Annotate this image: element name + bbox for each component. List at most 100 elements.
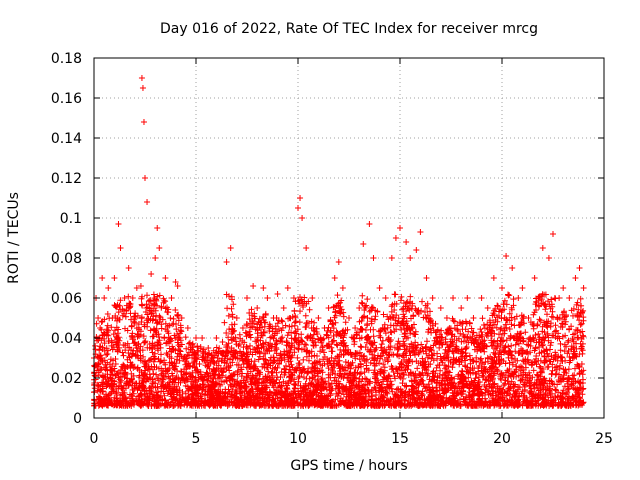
- roti-point: [105, 285, 112, 291]
- roti-point: [478, 295, 485, 301]
- roti-point: [360, 241, 367, 247]
- roti-point: [397, 225, 403, 231]
- roti-point: [423, 275, 430, 281]
- roti-point: [168, 295, 175, 301]
- roti-point: [566, 295, 573, 301]
- roti-point: [148, 271, 155, 277]
- roti-point: [239, 325, 246, 331]
- roti-point: [95, 315, 102, 321]
- roti-point: [115, 221, 122, 227]
- roti-point: [429, 295, 436, 301]
- roti-point: [556, 295, 563, 301]
- roti-point: [174, 283, 181, 289]
- roti-point: [250, 283, 257, 289]
- roti-point: [515, 295, 522, 301]
- roti-point: [315, 315, 322, 321]
- roti-point: [264, 295, 271, 301]
- roti-point: [525, 315, 532, 321]
- y-tick-label: 0.06: [51, 291, 82, 307]
- roti-point: [129, 295, 136, 301]
- roti-point: [531, 275, 538, 281]
- y-tick-label: 0.14: [51, 131, 82, 147]
- y-axis-label: ROTI / TECUs: [6, 192, 22, 284]
- roti-point: [99, 275, 106, 281]
- roti-point: [407, 255, 414, 261]
- roti-point: [382, 295, 389, 301]
- roti-point: [490, 275, 497, 281]
- roti-point: [370, 255, 377, 261]
- roti-point: [417, 229, 424, 235]
- roti-point: [376, 285, 383, 291]
- roti-point: [470, 315, 477, 321]
- roti-point: [550, 231, 556, 237]
- roti-point: [388, 255, 395, 261]
- roti-point: [111, 275, 118, 281]
- roti-point: [560, 285, 567, 291]
- roti-point: [274, 291, 281, 297]
- roti-point: [413, 247, 420, 253]
- roti-point: [290, 295, 297, 301]
- roti-point: [403, 239, 410, 245]
- roti-point: [205, 345, 212, 351]
- x-tick-label: 25: [595, 431, 613, 447]
- y-tick-label: 0: [73, 411, 82, 427]
- roti-point: [392, 235, 399, 241]
- roti-point: [154, 225, 161, 231]
- roti-point: [572, 275, 579, 281]
- roti-point: [97, 325, 104, 331]
- roti-point: [227, 245, 234, 251]
- roti-point: [139, 85, 146, 91]
- roti-point-cloud: [91, 291, 587, 409]
- roti-point: [142, 175, 148, 181]
- y-tick-label: 0.16: [51, 91, 82, 107]
- roti-point: [280, 305, 287, 311]
- roti-point: [223, 259, 230, 265]
- roti-point: [213, 335, 220, 341]
- roti-point: [295, 205, 301, 211]
- y-tick-label: 0.08: [51, 251, 82, 267]
- x-tick-label: 10: [289, 431, 307, 447]
- roti-point: [117, 245, 124, 251]
- roti-point: [254, 305, 261, 311]
- x-tick-label: 20: [493, 431, 511, 447]
- plot-frame: [93, 57, 605, 419]
- roti-point: [270, 315, 277, 321]
- roti-point: [156, 245, 163, 251]
- roti-point: [464, 295, 471, 301]
- roti-point: [101, 295, 108, 301]
- roti-point: [325, 305, 332, 311]
- roti-point: [580, 285, 587, 291]
- roti-point: [335, 259, 342, 265]
- roti-point: [331, 275, 338, 281]
- roti-point: [352, 325, 359, 331]
- roti-point: [519, 285, 526, 291]
- roti-point: [109, 315, 116, 321]
- x-tick-labels: 0 5 10 15 20 25: [90, 431, 613, 447]
- x-tick-label: 15: [391, 431, 409, 447]
- roti-point: [437, 305, 444, 311]
- chart-title: Day 016 of 2022, Rate Of TEC Index for r…: [160, 21, 538, 37]
- x-axis-label: GPS time / hours: [290, 458, 407, 474]
- roti-point: [152, 255, 159, 261]
- y-tick-labels: 0 0.02 0.04 0.06 0.08 0.1 0.12 0.14 0.16 0.18: [51, 51, 82, 427]
- roti-point: [509, 265, 516, 271]
- roti-point: [458, 305, 465, 311]
- roti-point: [178, 315, 185, 321]
- roti-point: [545, 255, 552, 261]
- roti-point: [450, 295, 457, 301]
- roti-point: [366, 221, 373, 227]
- roti-point: [172, 279, 179, 285]
- roti-point: [184, 325, 191, 331]
- roti-point: [356, 305, 363, 311]
- roti-point: [144, 199, 151, 205]
- roti-point: [297, 195, 304, 201]
- roti-point: [121, 295, 128, 301]
- roti-point: [303, 245, 310, 251]
- roti-point: [284, 285, 291, 291]
- y-tick-label: 0.12: [51, 171, 82, 187]
- roti-point: [133, 285, 140, 291]
- x-tick-label: 0: [90, 431, 99, 447]
- roti-point: [193, 335, 199, 341]
- roti-point: [499, 285, 505, 291]
- roti-point: [162, 275, 169, 281]
